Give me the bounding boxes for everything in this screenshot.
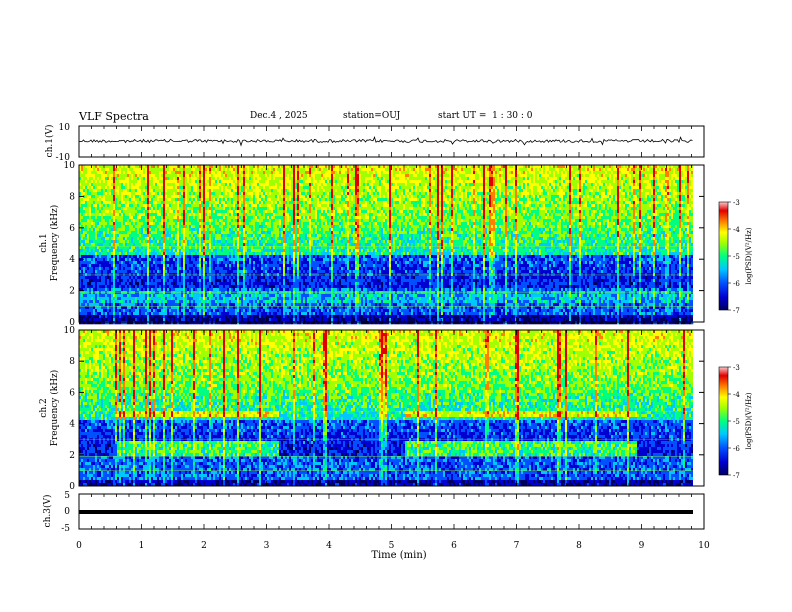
ch3-waveform-ytick-bottom: -5 xyxy=(61,524,70,534)
ch2-spectrogram-image xyxy=(79,330,704,486)
yt2-label: 0 xyxy=(69,482,75,492)
yt1-label: 6 xyxy=(69,224,75,234)
colorbar-tick-label: -4 xyxy=(733,391,740,399)
ch1-waveform-ylabel: ch.1(V) xyxy=(44,125,55,158)
colorbar-tick-label: -4 xyxy=(733,226,740,234)
ch1-spectrogram-ylabel-channel: ch.1 xyxy=(39,233,49,252)
colorbar-tick-label: -7 xyxy=(733,472,740,480)
ch1-waveform-line xyxy=(79,137,693,145)
ch1-colorbar: -3 -4 -5 -6 -7 log(PSD)(V²/Hz) xyxy=(719,199,753,315)
time-tick-label: 0 xyxy=(76,541,82,551)
colorbar-tick-label: -3 xyxy=(733,364,740,372)
ch2-colorbar: -3 -4 -5 -6 -7 log(PSD)(V²/Hz) xyxy=(719,364,753,480)
time-tick-label: 8 xyxy=(576,541,582,551)
ch2-spectrogram-panel: 0 2 4 6 8 10 ch.2 Frequency (kHz) xyxy=(39,326,704,492)
ch1-spectrogram-image xyxy=(79,165,704,324)
time-axis-label: Time (min) xyxy=(371,550,426,561)
colorbar-tick-label: -6 xyxy=(733,445,740,453)
ch1-colorbar-scale xyxy=(719,202,728,310)
yt2-label: 8 xyxy=(69,357,75,367)
time-tick-label: 4 xyxy=(326,541,332,551)
ch1-colorbar-label: log(PSD)(V²/Hz) xyxy=(745,227,753,284)
yt2-label: 4 xyxy=(69,420,75,430)
ch3-waveform-ylabel: ch.3(V) xyxy=(42,495,53,528)
colorbar-tick-label: -5 xyxy=(733,253,740,261)
ch2-colorbar-label: log(PSD)(V²/Hz) xyxy=(745,392,753,449)
ch1-waveform-ytick-top: 10 xyxy=(59,123,71,133)
colorbar-tick-label: -7 xyxy=(733,307,740,315)
time-tick-label: 6 xyxy=(451,541,457,551)
yt2-label: 10 xyxy=(64,326,76,336)
colorbar-tick-label: -3 xyxy=(733,199,740,207)
time-tick-label: 3 xyxy=(264,541,270,551)
ch2-spectrogram-ylabel-channel: ch.2 xyxy=(39,398,49,417)
time-tick-label: 1 xyxy=(139,541,145,551)
colorbar-tick-label: -5 xyxy=(733,418,740,426)
ch3-waveform-ytick-top: 5 xyxy=(64,491,70,501)
ch2-colorbar-ticks: -3 -4 -5 -6 -7 xyxy=(728,364,740,480)
time-tick-label: 9 xyxy=(639,541,645,551)
ch1-colorbar-ticks: -3 -4 -5 -6 -7 xyxy=(728,199,740,315)
yt1-label: 2 xyxy=(69,287,75,297)
time-tick-label: 10 xyxy=(698,541,710,551)
yt2-label: 2 xyxy=(69,451,75,461)
yt1-label: 4 xyxy=(69,255,75,265)
yt2-label: 6 xyxy=(69,388,75,398)
ch1-waveform-panel: 10 -10 ch.1(V) xyxy=(44,123,704,163)
ch2-colorbar-scale xyxy=(719,367,728,475)
ch1-spectrogram-ylabel: Frequency (kHz) xyxy=(49,205,60,282)
yt1-label: 8 xyxy=(69,192,75,202)
ch3-waveform-ytick-zero: 0 xyxy=(64,507,70,517)
time-tick-label: 7 xyxy=(514,541,520,551)
time-tick-label: 2 xyxy=(201,541,207,551)
ch2-spectrogram-ylabel: Frequency (kHz) xyxy=(49,370,60,447)
yt1-label: 10 xyxy=(64,161,76,171)
colorbar-tick-label: -6 xyxy=(733,280,740,288)
